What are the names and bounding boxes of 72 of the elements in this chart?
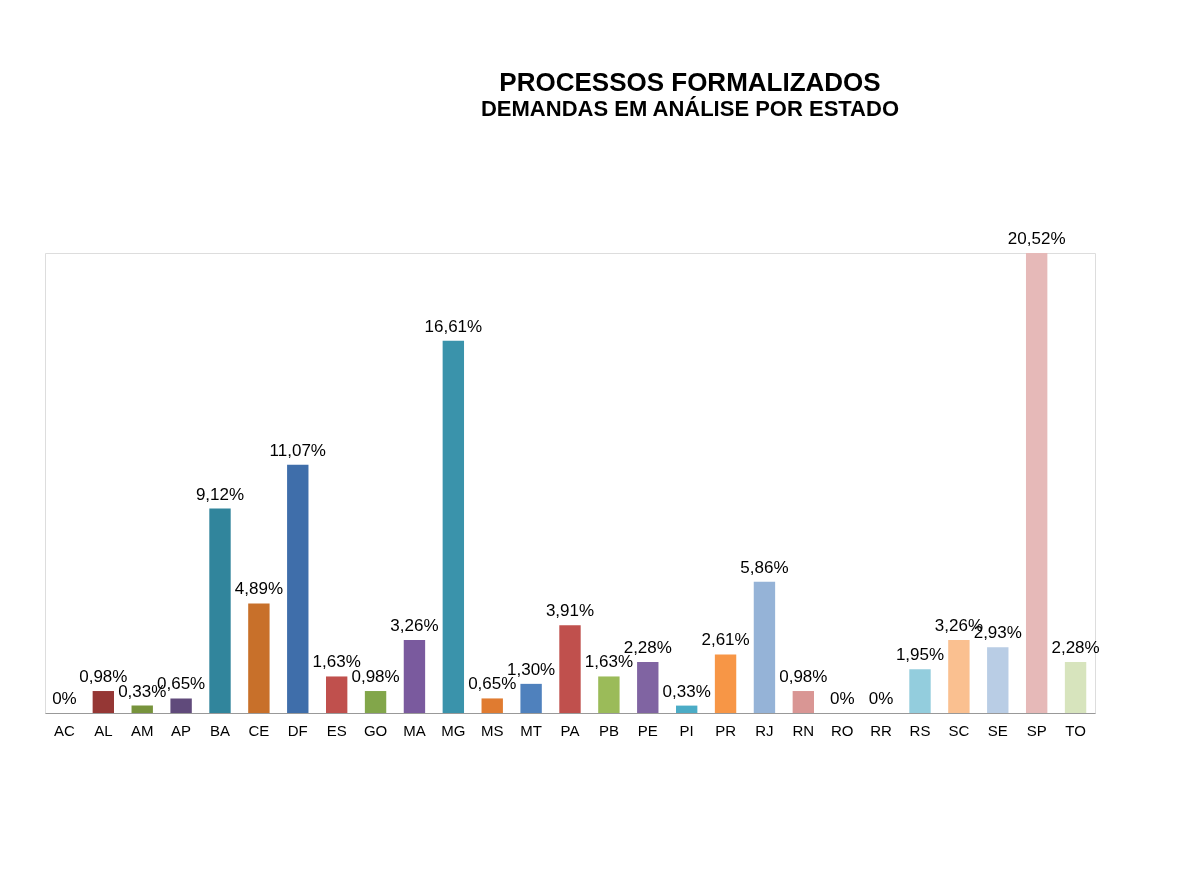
bar xyxy=(714,654,737,713)
bar xyxy=(675,705,698,713)
x-tick-label: RS xyxy=(909,721,931,739)
data-label: 5,86% xyxy=(740,557,789,577)
x-tick-label: RN xyxy=(792,721,815,739)
x-tick-label: PA xyxy=(560,721,580,739)
bar xyxy=(520,683,542,713)
x-tick-label: DF xyxy=(287,721,308,739)
x-tick-label: CE xyxy=(248,721,270,739)
bar xyxy=(403,639,426,713)
data-label: 2,61% xyxy=(701,630,750,650)
chart-title: PROCESSOS FORMALIZADOS xyxy=(499,67,881,97)
x-tick-label: AM xyxy=(130,721,154,739)
bar xyxy=(909,669,931,713)
x-tick-label: SE xyxy=(987,721,1008,739)
data-label: 0% xyxy=(829,689,855,708)
bar xyxy=(753,581,776,713)
bar xyxy=(442,340,465,713)
bar xyxy=(559,625,581,713)
x-tick-label: SP xyxy=(1026,721,1047,739)
bar xyxy=(598,676,620,713)
x-tick-label: AP xyxy=(171,721,192,739)
x-tick-label: TO xyxy=(1065,721,1086,739)
data-label: 4,89% xyxy=(234,579,283,599)
bar xyxy=(987,647,1009,713)
x-tick-label: AC xyxy=(54,721,76,739)
x-tick-label: MS xyxy=(480,721,504,739)
data-label: 0,65% xyxy=(468,674,517,694)
bar xyxy=(637,661,659,713)
x-tick-label: MA xyxy=(403,721,426,739)
data-label: 0,33% xyxy=(662,681,711,701)
x-tick-label: GO xyxy=(363,721,388,739)
data-label: 2,28% xyxy=(1051,637,1100,657)
data-label: 0% xyxy=(52,689,77,708)
x-tick-label: RO xyxy=(830,721,854,739)
x-tick-label: MG xyxy=(441,721,466,739)
bar xyxy=(209,508,231,713)
x-tick-label: RR xyxy=(870,721,893,739)
data-label: 0,98% xyxy=(779,667,828,687)
bar xyxy=(131,705,153,713)
data-label: 0% xyxy=(868,689,894,708)
x-tick-label: RJ xyxy=(755,721,774,739)
x-tick-label: PI xyxy=(679,721,694,739)
bar xyxy=(948,639,970,713)
bar xyxy=(170,698,192,713)
x-tick-label: ES xyxy=(326,721,347,739)
bar xyxy=(364,691,387,713)
x-tick-label: MT xyxy=(520,721,542,739)
chart-subtitle: DEMANDAS EM ANÁLISE POR ESTADO xyxy=(480,96,900,121)
bar xyxy=(1064,661,1087,713)
data-label: 1,95% xyxy=(895,645,945,665)
x-tick-label: AL xyxy=(94,721,113,739)
x-tick-label: PB xyxy=(598,721,619,739)
data-label: 9,12% xyxy=(195,484,245,504)
x-tick-label: SC xyxy=(948,721,970,739)
data-label: 1,63% xyxy=(584,652,633,672)
bar xyxy=(287,464,309,713)
data-label: 3,26% xyxy=(390,615,439,635)
bar xyxy=(325,676,348,713)
x-tick-label: PE xyxy=(637,721,658,739)
bar xyxy=(792,691,815,713)
bar xyxy=(481,698,503,713)
data-label: 3,91% xyxy=(545,601,595,621)
x-tick-label: PR xyxy=(715,721,737,739)
bar xyxy=(248,603,270,713)
data-label: 0,98% xyxy=(351,667,400,687)
bar xyxy=(1025,253,1048,713)
x-tick-label: BA xyxy=(209,721,231,739)
data-label: 20,52% xyxy=(1007,229,1066,248)
data-label: 16,61% xyxy=(424,316,483,336)
bar xyxy=(92,691,115,713)
data-label: 11,07% xyxy=(269,440,326,460)
